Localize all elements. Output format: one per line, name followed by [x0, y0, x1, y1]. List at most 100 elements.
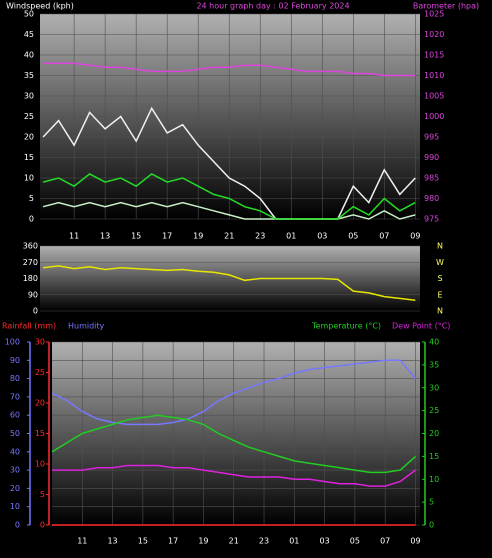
y2-tick-label: N	[437, 307, 443, 316]
legend-entry: Rainfall (mm)	[2, 322, 56, 331]
x-tick-label: 15	[131, 232, 141, 241]
series-line	[42, 173, 416, 220]
y-tick-label: 0	[15, 521, 20, 530]
x-tick-label: 21	[229, 537, 239, 546]
y3-tick-label: 20	[429, 429, 439, 438]
y2-tick-label: 15	[35, 429, 45, 438]
chart-title: 24 hour graph day : 02 February 2024	[196, 2, 349, 11]
y2-tick-label: 995	[424, 133, 439, 142]
y-tick-label: 100	[5, 338, 20, 347]
series-line	[43, 62, 416, 77]
y2-tick-label: 975	[424, 215, 439, 224]
y-tick-label: 45	[24, 30, 34, 39]
y-tick-label: 10	[10, 502, 20, 511]
series-line	[51, 414, 417, 474]
y-tick-label: 60	[10, 411, 20, 420]
y2-tick-label: N	[437, 242, 443, 251]
y-tick-label: 10	[24, 174, 34, 183]
y-tick-label: 360	[23, 242, 38, 251]
y2-tick-label: 1020	[424, 30, 444, 39]
x-tick-label: 05	[350, 537, 360, 546]
x-tick-label: 15	[138, 537, 148, 546]
y2-axis-title: Barometer (hpa)	[413, 2, 479, 11]
y2-tick-label: 985	[424, 174, 439, 183]
y2-tick-label: 1025	[424, 10, 444, 19]
y2-tick-label: 25	[35, 368, 45, 377]
y2-tick-label: 20	[35, 399, 45, 408]
series-line	[42, 201, 416, 220]
x-tick-label: 13	[107, 537, 117, 546]
x-tick-label: 11	[77, 537, 87, 546]
y3-tick-label: 30	[429, 383, 439, 392]
y-tick-label: 35	[24, 71, 34, 80]
y2-tick-label: 0	[40, 521, 45, 530]
y-tick-label: 30	[10, 466, 20, 475]
y3-tick-label: 40	[429, 338, 439, 347]
x-tick-label: 19	[198, 537, 208, 546]
x-tick-label: 01	[289, 537, 299, 546]
x-tick-label: 09	[410, 537, 420, 546]
y-tick-label: 15	[24, 153, 34, 162]
x-tick-label: 03	[319, 537, 329, 546]
y2-tick-label: E	[437, 290, 442, 299]
series-line	[51, 359, 417, 426]
x-tick-label: 03	[317, 232, 327, 241]
y2-tick-label: 1010	[424, 71, 444, 80]
y-tick-label: 30	[24, 92, 34, 101]
x-tick-label: 21	[224, 232, 234, 241]
y-tick-label: 270	[23, 258, 38, 267]
y-axis-title: Windspeed (kph)	[6, 2, 74, 11]
x-tick-label: 17	[168, 537, 178, 546]
y2-tick-label: 10	[35, 460, 45, 469]
y3-tick-label: 0	[429, 521, 434, 530]
series-line	[43, 265, 416, 301]
x-tick-label: 01	[286, 232, 296, 241]
y-tick-label: 50	[24, 10, 34, 19]
y3-tick-label: 15	[429, 452, 439, 461]
y3-tick-label: 5	[429, 498, 434, 507]
legend-entry: Dew Point (°C)	[392, 322, 450, 331]
x-tick-label: 09	[410, 232, 420, 241]
x-tick-label: 13	[100, 232, 110, 241]
y-tick-label: 80	[10, 374, 20, 383]
series-line	[42, 106, 416, 220]
y-tick-label: 0	[29, 215, 34, 224]
x-tick-label: 19	[193, 232, 203, 241]
y2-tick-label: 1015	[424, 51, 444, 60]
y-tick-label: 20	[24, 133, 34, 142]
y3-tick-label: 10	[429, 475, 439, 484]
y-tick-label: 40	[10, 447, 20, 456]
y2-tick-label: 980	[424, 194, 439, 203]
y3-tick-label: 35	[429, 360, 439, 369]
legend-entry: Temperature (°C)	[311, 322, 381, 331]
x-tick-label: 07	[380, 537, 390, 546]
x-tick-label: 05	[348, 232, 358, 241]
y-tick-label: 40	[24, 51, 34, 60]
x-tick-label: 11	[69, 232, 79, 241]
y-tick-label: 50	[10, 429, 20, 438]
y-tick-label: 25	[24, 112, 34, 121]
x-tick-label: 23	[255, 232, 265, 241]
y2-tick-label: 1005	[424, 92, 444, 101]
y-tick-label: 5	[29, 194, 34, 203]
x-tick-label: 07	[379, 232, 389, 241]
y2-tick-label: W	[436, 258, 444, 267]
x-tick-label: 17	[162, 232, 172, 241]
y-tick-label: 0	[33, 307, 38, 316]
y-tick-label: 20	[10, 484, 20, 493]
legend-entry: Humidity	[68, 322, 105, 331]
y2-tick-label: 5	[40, 490, 45, 499]
series-line	[52, 464, 416, 487]
y3-tick-label: 25	[429, 406, 439, 415]
y-tick-label: 70	[10, 392, 20, 401]
y2-tick-label: 1000	[424, 112, 444, 121]
y2-tick-label: 30	[35, 338, 45, 347]
y-tick-label: 180	[23, 274, 38, 283]
x-tick-label: 23	[259, 537, 269, 546]
y-tick-label: 90	[10, 356, 20, 365]
y2-tick-label: S	[437, 274, 442, 283]
y2-tick-label: 990	[424, 153, 439, 162]
y-tick-label: 90	[28, 290, 38, 299]
